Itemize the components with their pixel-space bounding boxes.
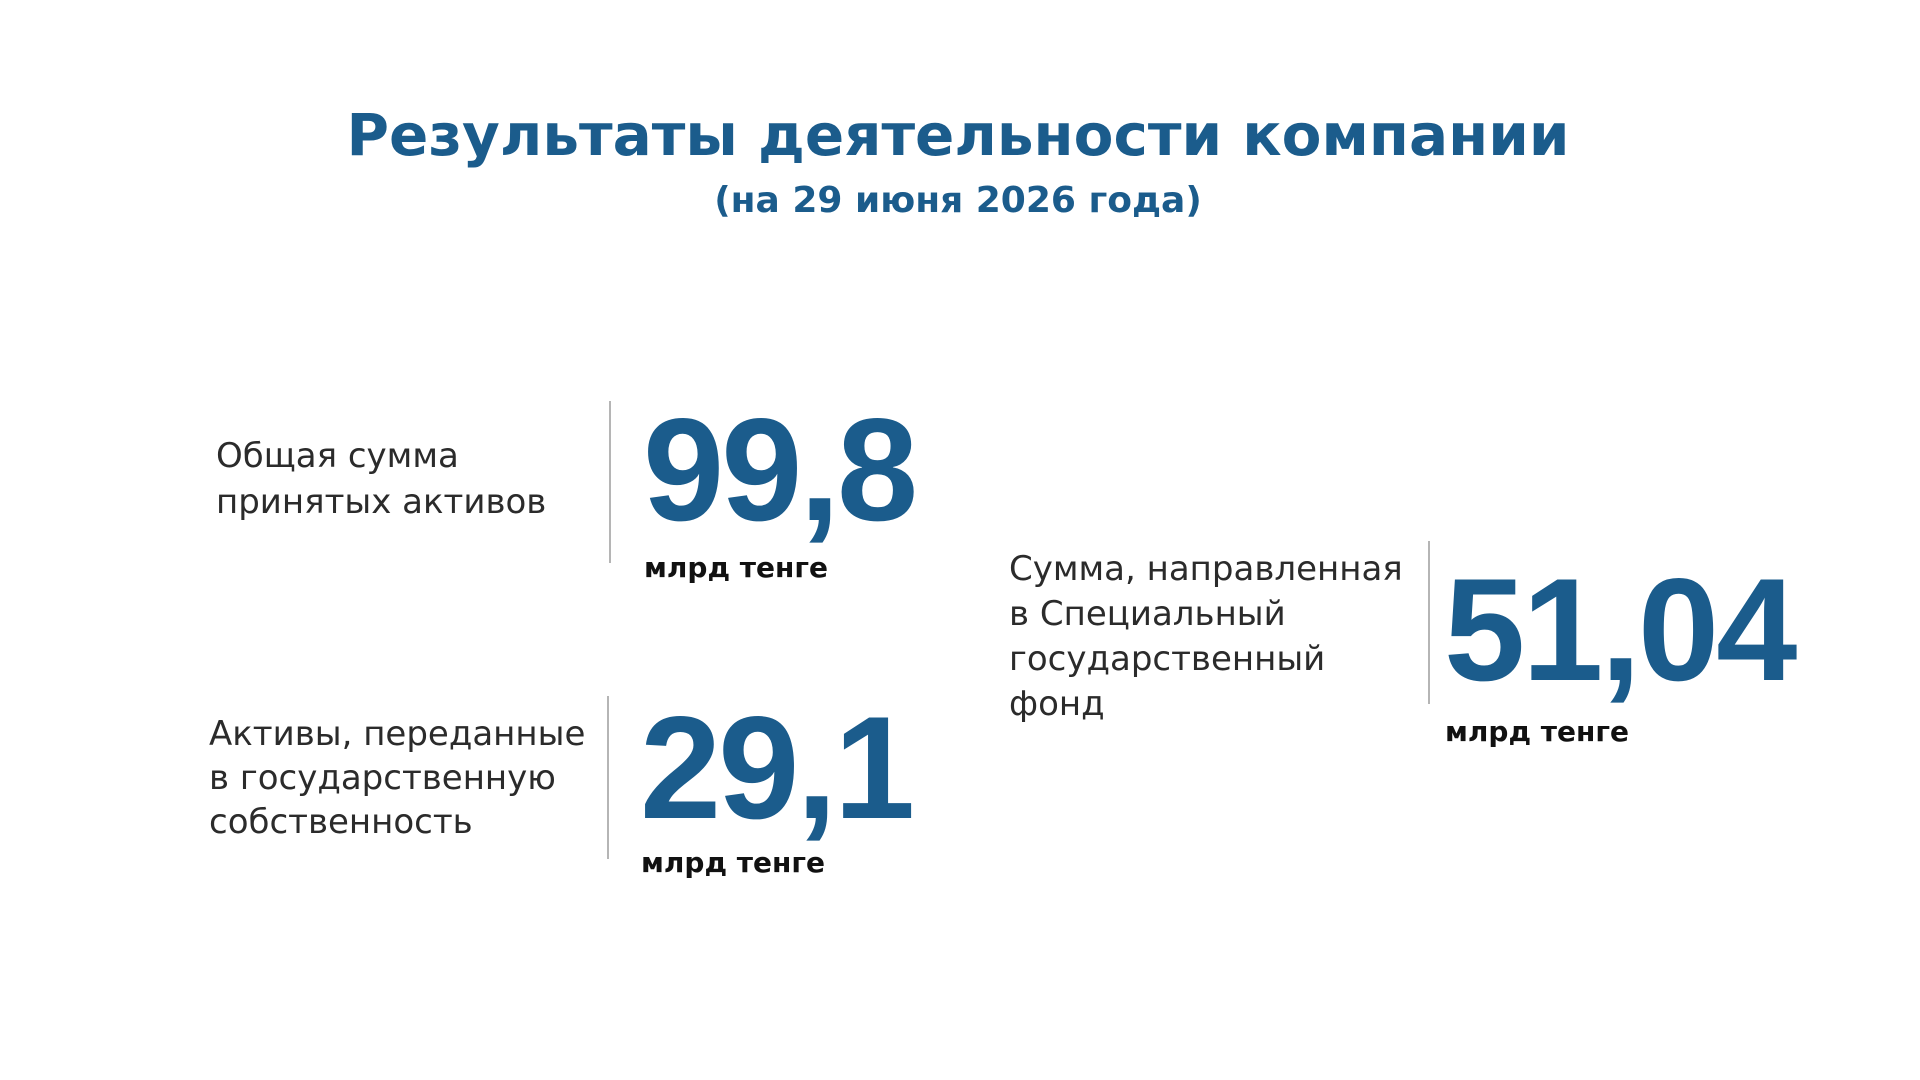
stat-value: 99,8	[643, 388, 915, 551]
subtitle: (на 29 июня 2026 года)	[714, 180, 1202, 221]
stat-label: принятых активов	[216, 482, 546, 522]
stat-label: государственный	[1009, 639, 1325, 679]
stat-label: в Специальный	[1009, 594, 1286, 634]
stat-unit: млрд тенге	[1445, 715, 1629, 748]
stat-label: Общая сумма	[216, 436, 459, 476]
stat-value: 51,04	[1444, 548, 1797, 711]
stat-label: Активы, переданные	[209, 714, 585, 754]
stat-label: собственность	[209, 802, 473, 842]
stat-label: в государственную	[209, 758, 556, 798]
title: Результаты деятельности компании	[347, 101, 1570, 169]
stat-unit: млрд тенге	[644, 551, 828, 584]
stat-unit: млрд тенге	[641, 846, 825, 879]
stat-label: фонд	[1009, 684, 1105, 724]
stat-value: 29,1	[640, 686, 912, 849]
stat-label: Сумма, направленная	[1009, 549, 1403, 589]
